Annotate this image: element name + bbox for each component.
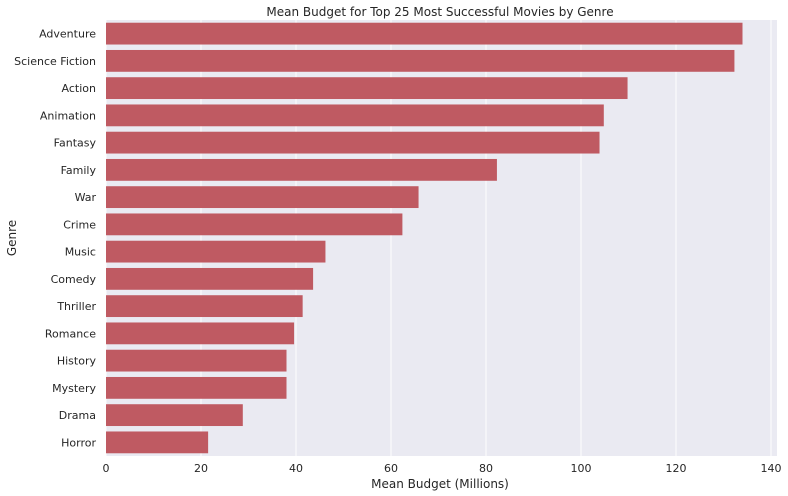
y-axis-title: Genre <box>5 220 19 256</box>
category-label: Romance <box>45 327 96 340</box>
category-label: History <box>57 355 97 368</box>
category-label: Mystery <box>52 382 96 395</box>
bar-thriller <box>106 295 303 318</box>
x-tick-label: 0 <box>103 462 110 475</box>
category-label: Action <box>62 82 96 95</box>
bar-science-fiction <box>106 49 735 72</box>
bar-drama <box>106 404 243 427</box>
category-label: War <box>75 191 97 204</box>
category-label: Family <box>61 164 97 177</box>
category-label: Fantasy <box>54 137 97 150</box>
category-label: Thriller <box>56 300 96 313</box>
x-tick-label: 80 <box>479 462 493 475</box>
x-tick-labels: 0 20 40 60 80 100 120 140 <box>103 462 782 475</box>
x-tick-label: 20 <box>194 462 208 475</box>
category-label: Adventure <box>39 28 96 41</box>
bar-crime <box>106 213 403 236</box>
bars <box>106 22 743 454</box>
bar-mystery <box>106 376 287 399</box>
chart-title: Mean Budget for Top 25 Most Successful M… <box>266 5 613 19</box>
category-label: Animation <box>40 109 96 122</box>
bar-action <box>106 77 628 100</box>
category-label: Science Fiction <box>14 55 96 68</box>
bar-horror <box>106 431 209 454</box>
category-label: Crime <box>63 218 96 231</box>
bar-music <box>106 240 326 263</box>
bar-animation <box>106 104 604 127</box>
x-tick-label: 60 <box>384 462 398 475</box>
category-label: Comedy <box>51 273 97 286</box>
x-tick-label: 140 <box>761 462 782 475</box>
category-label: Drama <box>59 409 96 422</box>
bar-adventure <box>106 22 743 45</box>
category-label: Horror <box>61 436 96 449</box>
bar-history <box>106 349 287 372</box>
x-axis-title: Mean Budget (Millions) <box>371 477 509 491</box>
x-tick-label: 120 <box>666 462 687 475</box>
x-tick-label: 100 <box>571 462 592 475</box>
bar-romance <box>106 322 295 345</box>
bar-comedy <box>106 267 314 290</box>
x-tick-label: 40 <box>289 462 303 475</box>
bar-war <box>106 186 419 209</box>
bar-family <box>106 158 497 181</box>
category-labels: Adventure Science Fiction Action Animation F… <box>14 28 96 450</box>
bar-fantasy <box>106 131 600 154</box>
category-label: Music <box>65 246 96 259</box>
